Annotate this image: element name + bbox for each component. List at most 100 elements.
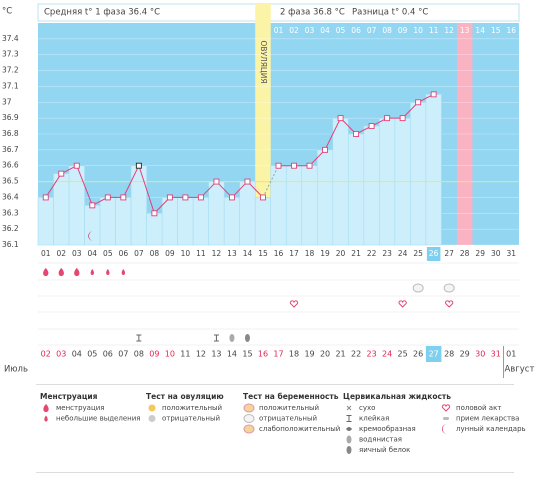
legend-title: Цервикальная жидкость <box>343 392 451 401</box>
day-marker <box>289 300 299 308</box>
date-label: 08 <box>134 350 144 359</box>
temperature-point <box>384 115 391 122</box>
legend-title: Менструация <box>40 392 98 401</box>
icon <box>346 435 352 444</box>
x-tick-label: 28 <box>460 249 470 258</box>
x-tick-label: 08 <box>150 249 160 258</box>
phase2-day-label: 16 <box>506 26 516 35</box>
day-marker <box>90 269 94 275</box>
legend-item: водянистая <box>359 436 402 444</box>
date-label: 16 <box>258 350 268 359</box>
temperature-point <box>166 194 173 201</box>
y-tick-label: 36.4 <box>2 192 19 201</box>
icon <box>74 268 80 276</box>
x-tick-label: 05 <box>103 249 113 258</box>
icon <box>148 415 156 422</box>
x-tick-label: 09 <box>165 249 175 258</box>
temperature-point <box>151 210 158 217</box>
icon <box>398 300 407 308</box>
temperature-point <box>244 178 251 185</box>
x-tick-label: 20 <box>336 249 346 258</box>
temperature-point <box>430 91 437 98</box>
date-label: 20 <box>320 350 330 359</box>
icon <box>58 268 64 276</box>
x-tick-label: 14 <box>243 249 253 258</box>
x-tick-label: 29 <box>475 249 485 258</box>
temperature-column <box>301 165 318 246</box>
x-tick-label: 16 <box>274 249 284 258</box>
temperature-point <box>415 99 422 106</box>
icon <box>136 334 142 342</box>
separator <box>36 472 514 473</box>
y-tick-label: 36.8 <box>2 129 19 138</box>
temperature-point <box>306 162 313 169</box>
day-marker <box>443 283 455 293</box>
x-tick-label: 17 <box>289 249 299 258</box>
date-label: 12 <box>196 350 206 359</box>
legend-item: положительный <box>162 404 222 412</box>
icon <box>441 404 451 412</box>
date-label: 30 <box>475 350 485 359</box>
temperature-point <box>120 194 127 201</box>
ovulation-column <box>255 4 271 245</box>
temperature-column <box>177 197 194 246</box>
y-tick-label: 36.6 <box>2 161 19 170</box>
icon <box>243 424 255 434</box>
phase2-day-label: 08 <box>382 26 392 35</box>
temperature-column <box>363 125 380 246</box>
icon <box>443 283 455 293</box>
temperature-column <box>146 212 163 246</box>
date-label: 25 <box>398 350 408 359</box>
phase2-day-label: 07 <box>367 26 377 35</box>
temperature-point <box>135 162 142 169</box>
date-label: 07 <box>118 350 128 359</box>
x-tick-label: 31 <box>506 249 516 258</box>
temperature-point <box>291 162 297 169</box>
date-label: 21 <box>335 350 345 359</box>
legend-item: отрицательный <box>259 415 317 423</box>
day-marker <box>136 334 142 342</box>
y-tick-label: 37.2 <box>2 66 19 75</box>
x-tick-label: 30 <box>491 249 501 258</box>
y-tick-label: 36.2 <box>2 224 19 233</box>
phase2-day-label: 06 <box>351 26 361 35</box>
legend-item: сухо <box>359 404 375 412</box>
day-marker <box>398 300 407 308</box>
icon <box>412 283 424 293</box>
x-tick-label: 11 <box>196 249 206 258</box>
x-tick-label: 27 <box>444 249 454 258</box>
legend-item: отрицательный <box>162 415 220 423</box>
temperature-column <box>270 165 287 246</box>
x-tick-label: 06 <box>119 249 129 258</box>
day-marker <box>58 268 64 276</box>
icon <box>442 424 447 434</box>
temperature-point <box>229 194 235 201</box>
temperature-point <box>322 146 328 153</box>
phase2-text: 2 фаза 36.8 °C <box>280 8 345 18</box>
month-label: Июль <box>4 365 28 375</box>
temperature-point <box>368 123 375 130</box>
temperature-point <box>89 202 96 209</box>
highlight-column <box>456 23 473 245</box>
legend-item: кремообразная <box>359 425 416 433</box>
date-label: 31 <box>491 350 501 359</box>
day-highlight <box>426 247 441 261</box>
temperature-column <box>208 181 225 246</box>
day-marker <box>244 334 250 342</box>
icon <box>229 334 235 342</box>
day-marker <box>445 300 454 308</box>
temperature-column <box>410 101 427 246</box>
x-tick-label: 07 <box>134 249 144 258</box>
icon <box>43 404 49 412</box>
icon <box>43 268 49 276</box>
legend-item: прием лекарства <box>456 415 519 423</box>
icon <box>289 300 299 308</box>
y-tick-label: 36.3 <box>2 208 19 217</box>
x-tick-label: 26 <box>429 249 439 258</box>
icon <box>90 269 94 275</box>
legend-item: слабоположительный <box>259 425 340 433</box>
icon <box>148 404 156 412</box>
dashed-connector <box>262 165 279 198</box>
x-tick-label: 10 <box>181 249 191 258</box>
